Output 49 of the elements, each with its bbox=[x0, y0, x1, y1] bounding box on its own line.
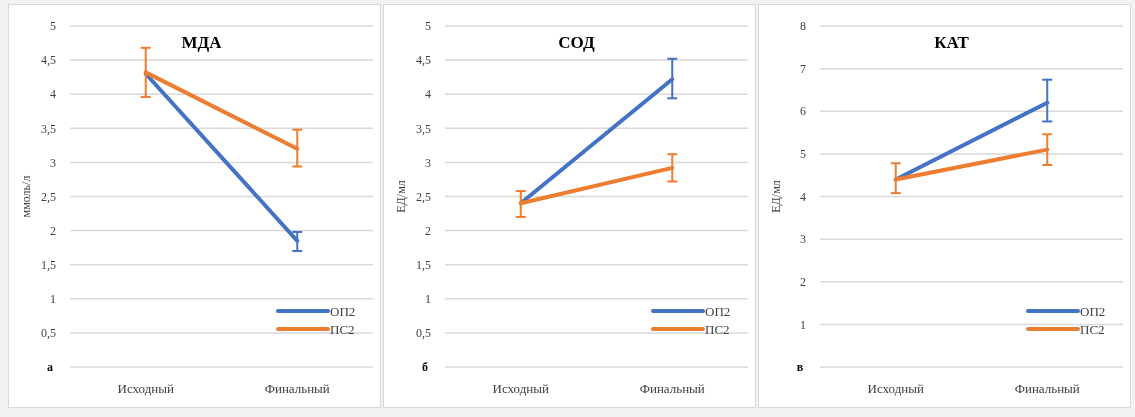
y-axis-title: ЕД/мл bbox=[769, 180, 783, 213]
y-tick-label: 1,5 bbox=[416, 257, 431, 272]
y-tick-label: 2,5 bbox=[416, 189, 431, 204]
y-tick-label: 5 bbox=[425, 19, 431, 34]
y-tick-label: 3 bbox=[800, 232, 806, 247]
y-tick-label: 2 bbox=[425, 223, 431, 238]
y-tick-label: 4 bbox=[800, 189, 806, 204]
y-tick-label: 4 bbox=[425, 87, 431, 102]
chart-title: СОД bbox=[558, 33, 595, 52]
y-tick-label: 4,5 bbox=[41, 53, 56, 68]
y-tick-label: 8 bbox=[800, 19, 806, 34]
y-tick-label: 3 bbox=[50, 155, 56, 170]
x-tick-label: Финальный bbox=[1014, 381, 1080, 396]
legend-label: ОП2 bbox=[705, 303, 731, 319]
text: б bbox=[422, 360, 428, 374]
y-tick-label: 1 bbox=[50, 292, 56, 306]
y-axis-title: ЕД/мл bbox=[394, 180, 408, 213]
y-tick-label: 1 bbox=[800, 317, 806, 332]
x-tick-label: Исходный bbox=[117, 381, 174, 396]
text: а bbox=[47, 360, 53, 374]
x-tick-label: Исходный bbox=[492, 381, 549, 396]
x-tick-label: Исходный bbox=[867, 381, 924, 396]
x-tick-label: Финальный bbox=[639, 381, 705, 396]
x-tick-label: Финальный bbox=[264, 381, 330, 396]
legend-label: ПС2 bbox=[330, 321, 355, 337]
y-axis-title: ммоль/л bbox=[19, 175, 33, 218]
y-tick-label: 3,5 bbox=[41, 121, 56, 136]
chart-title: МДА bbox=[181, 33, 223, 52]
y-tick-label: 0,5 bbox=[416, 326, 431, 341]
y-tick-label: 2,5 bbox=[41, 189, 56, 204]
y-tick-label: 1,5 bbox=[41, 257, 56, 272]
legend-label: ПС2 bbox=[705, 321, 730, 337]
y-tick-label: 4,5 bbox=[416, 53, 431, 68]
y-tick-label: 0,5 bbox=[41, 326, 56, 341]
legend-label: ОП2 bbox=[1080, 303, 1106, 319]
y-tick-label: 1 bbox=[425, 292, 431, 306]
y-tick-label: 2 bbox=[50, 223, 56, 238]
chart-title: КАТ bbox=[934, 33, 970, 52]
legend-label: ОП2 bbox=[330, 303, 356, 319]
y-tick-label: 4 bbox=[50, 87, 56, 102]
y-tick-label: 5 bbox=[800, 147, 806, 162]
y-tick-label: 2 bbox=[800, 274, 806, 289]
y-tick-label: 3,5 bbox=[416, 121, 431, 136]
y-tick-label: 3 bbox=[425, 155, 431, 170]
legend-label: ПС2 bbox=[1080, 321, 1105, 337]
y-tick-label: 6 bbox=[800, 104, 806, 119]
y-tick-label: 7 bbox=[800, 61, 806, 76]
y-tick-label: 5 bbox=[50, 19, 56, 34]
text: в bbox=[796, 360, 804, 374]
